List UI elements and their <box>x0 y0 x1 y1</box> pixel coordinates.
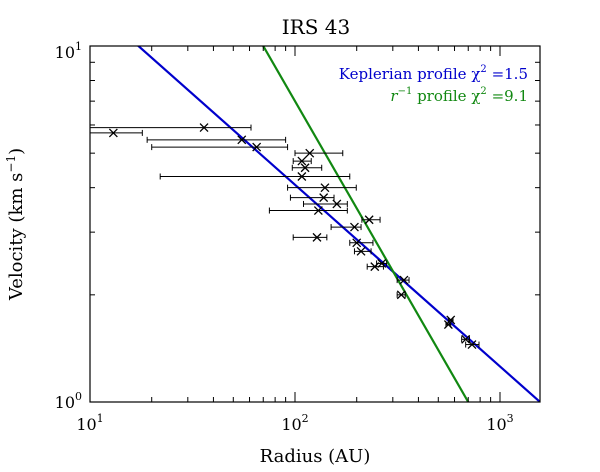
chart-title: IRS 43 <box>282 15 350 39</box>
data-point <box>461 334 471 344</box>
x-tick-label-100: 102 <box>281 412 308 434</box>
point-marker <box>352 238 362 248</box>
data-point <box>90 123 252 133</box>
x-tick-label-1000: 103 <box>486 412 513 434</box>
legend-r-inverse: r−1 profile χ2 =9.1 <box>390 86 528 105</box>
data-point <box>146 135 287 145</box>
axis-ticks <box>89 46 540 402</box>
data-point <box>349 238 374 248</box>
point-marker <box>108 128 118 138</box>
point-marker <box>446 315 456 325</box>
point-marker <box>313 206 323 215</box>
point-marker <box>461 334 471 344</box>
data-point <box>268 206 348 215</box>
point-marker <box>370 262 380 272</box>
data-point <box>376 258 388 268</box>
data-point <box>294 148 344 158</box>
point-marker <box>443 320 453 330</box>
legend-keplerian: Keplerian profile χ2 =1.5 <box>339 64 528 83</box>
data-point <box>443 320 453 330</box>
data-point <box>446 315 456 325</box>
point-marker <box>252 142 262 152</box>
point-marker <box>356 246 366 256</box>
data-point <box>302 199 348 209</box>
data-point <box>90 128 143 138</box>
r-inverse-fit-line <box>261 46 470 402</box>
point-marker <box>237 135 247 145</box>
data-point <box>159 172 351 181</box>
point-marker <box>300 163 310 173</box>
y-axis-title: Velocity (km s−1) <box>4 148 27 301</box>
x-tick-label-10: 101 <box>76 412 103 434</box>
data-point <box>287 183 357 193</box>
point-marker <box>349 222 359 232</box>
point-marker <box>297 156 307 166</box>
point-marker <box>396 290 406 300</box>
data-point <box>465 340 480 350</box>
point-marker <box>319 193 329 203</box>
data-point <box>396 290 406 300</box>
point-marker <box>377 258 387 268</box>
point-marker <box>364 215 374 225</box>
data-point <box>291 163 323 173</box>
data-point <box>292 232 328 242</box>
point-marker <box>297 172 307 181</box>
data-point <box>292 156 312 166</box>
data-point <box>361 215 381 225</box>
point-marker <box>320 183 330 193</box>
point-marker <box>312 232 322 242</box>
data-point <box>289 193 335 203</box>
data-point <box>330 222 362 232</box>
point-marker <box>199 123 209 133</box>
point-marker <box>305 148 315 158</box>
keplerian-fit-line <box>136 46 540 402</box>
y-tick-label-1: 100 <box>55 390 82 412</box>
data-points <box>90 123 480 350</box>
plot-frame <box>89 45 541 403</box>
data-point <box>151 142 289 152</box>
point-marker <box>467 340 477 350</box>
point-marker <box>332 199 342 209</box>
point-marker <box>399 275 409 285</box>
x-axis-title: Radius (AU) <box>260 446 371 467</box>
data-point <box>396 275 410 285</box>
data-point <box>353 246 372 256</box>
y-tick-label-10: 101 <box>55 40 82 62</box>
